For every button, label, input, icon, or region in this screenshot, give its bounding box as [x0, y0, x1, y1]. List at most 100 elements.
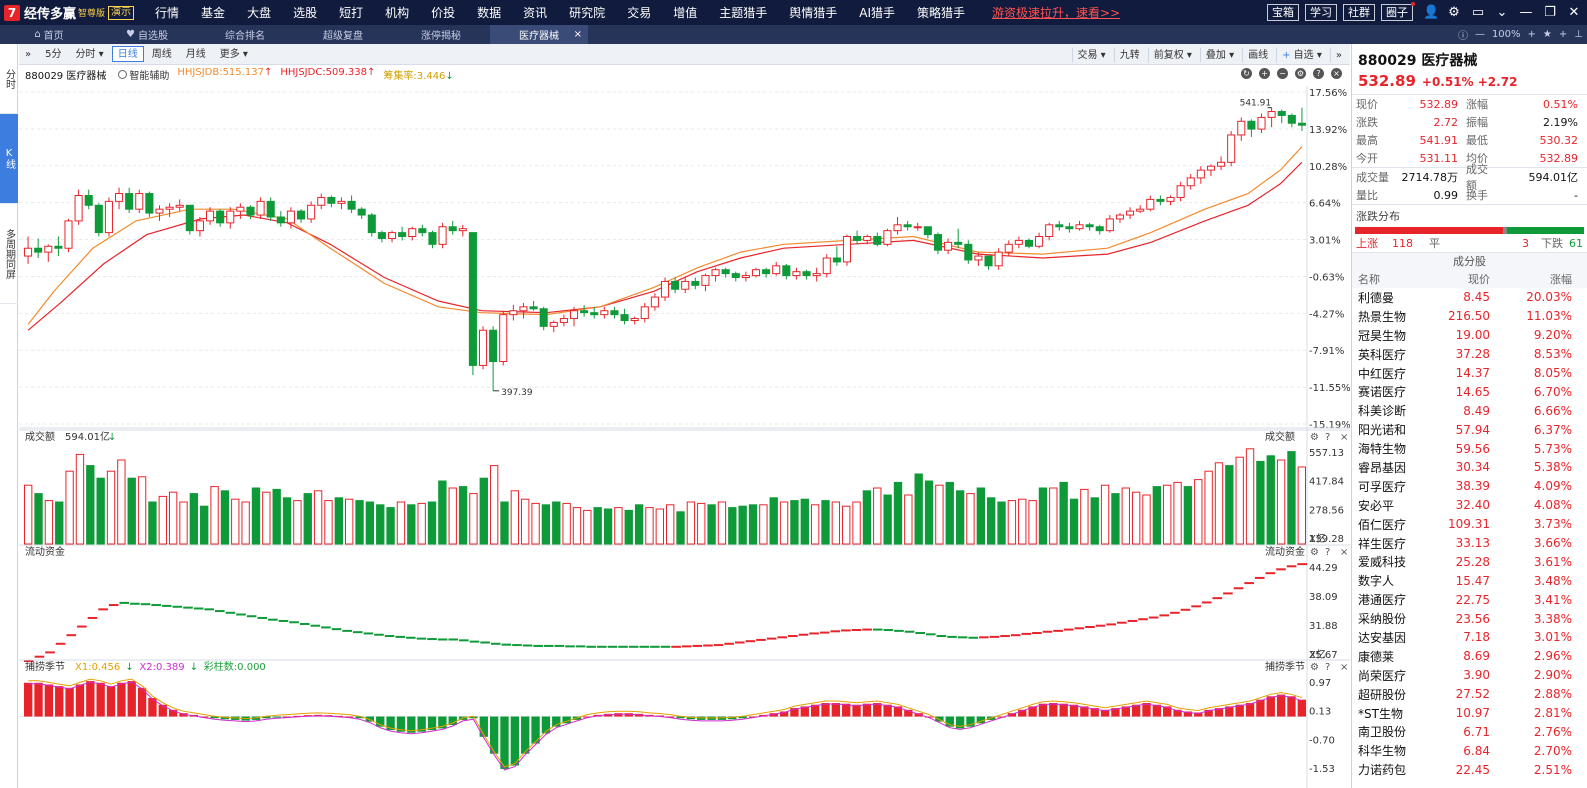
menu-item-9[interactable]: 研究院 [569, 6, 606, 20]
stock-row[interactable]: 中红医疗 14.37 8.05% [1352, 364, 1587, 383]
info-icon[interactable]: ⓘ [1457, 31, 1468, 42]
tab-4[interactable]: 涨停揭秘 [392, 25, 490, 44]
menu-item-4[interactable]: 短打 [339, 6, 364, 20]
top-button-0[interactable]: 宝箱 [1267, 4, 1299, 21]
help-icon[interactable]: ? [1313, 68, 1324, 79]
stock-row[interactable]: 睿昂基因 30.34 5.38% [1352, 458, 1587, 477]
stock-row[interactable]: 热景生物 216.50 11.03% [1352, 307, 1587, 326]
period-5[interactable]: 更多 ▾ [214, 46, 254, 62]
tool-2[interactable]: 前复权 ▾ [1147, 46, 1198, 63]
close-icon[interactable]: ✕ [1568, 5, 1580, 20]
star-icon[interactable]: ★ [1542, 29, 1552, 40]
stock-row[interactable]: 科美诊断 8.49 6.66% [1352, 401, 1587, 420]
help-icon[interactable]: ? [1325, 432, 1330, 443]
stock-row[interactable]: 南卫股份 6.71 2.76% [1352, 722, 1587, 741]
tool-1[interactable]: 九转 [1113, 46, 1146, 63]
pin-icon[interactable]: ⊥ [1574, 29, 1583, 40]
menu-item-8[interactable]: 资讯 [523, 6, 548, 20]
smart-assist-toggle[interactable]: 智能辅助 [118, 67, 169, 82]
col-change[interactable]: 涨幅 [1550, 273, 1572, 286]
close-panel-icon[interactable]: × [1331, 68, 1342, 79]
menu-item-3[interactable]: 选股 [293, 6, 318, 20]
stock-row[interactable]: 海特生物 59.56 5.73% [1352, 439, 1587, 458]
menu-item-10[interactable]: 交易 [627, 6, 652, 20]
expand-icon[interactable]: » [25, 49, 32, 60]
tool-4[interactable]: 画线 [1242, 46, 1274, 63]
zoom-out-icon[interactable]: — [1474, 29, 1485, 40]
stock-row[interactable]: 尚荣医疗 3.90 2.90% [1352, 666, 1587, 685]
promo-link[interactable]: 游资极速拉升，速看>> [992, 6, 1121, 20]
menu-item-12[interactable]: 主题猎手 [719, 6, 768, 20]
zoom-in-icon[interactable]: + [1527, 29, 1536, 40]
stock-row[interactable]: 利德曼 8.45 20.03% [1352, 288, 1587, 307]
restore-icon[interactable]: ❐ [1544, 5, 1556, 20]
stock-row[interactable]: 达安基因 7.18 3.01% [1352, 628, 1587, 647]
gear-icon[interactable]: ⚙ [1448, 5, 1460, 20]
close-panel-icon[interactable]: × [1340, 662, 1348, 673]
top-button-1[interactable]: 学习 [1305, 4, 1337, 21]
period-3[interactable]: 周线 [146, 46, 178, 62]
minimize-chevron-icon[interactable]: ⌄ [1496, 5, 1508, 20]
stock-row[interactable]: 科华生物 6.84 2.70% [1352, 741, 1587, 760]
minimize-icon[interactable]: — [1519, 5, 1533, 20]
stock-row[interactable]: 英科医疗 37.28 8.53% [1352, 345, 1587, 364]
left-tab-1[interactable]: K线 [0, 114, 18, 204]
stock-row[interactable]: 安必平 32.40 4.08% [1352, 496, 1587, 515]
gear-icon[interactable]: ⚙ [1310, 662, 1319, 673]
stock-row[interactable]: 港通医疗 22.75 3.41% [1352, 590, 1587, 609]
menu-item-1[interactable]: 基金 [201, 6, 226, 20]
menu-item-15[interactable]: 策略猎手 [917, 6, 966, 20]
top-button-2[interactable]: 社群 [1343, 4, 1375, 21]
close-panel-icon[interactable]: × [1340, 432, 1348, 443]
stock-row[interactable]: 采纳股份 23.56 3.38% [1352, 609, 1587, 628]
tab-1[interactable]: ♥ 自选股 [98, 25, 196, 44]
menu-item-6[interactable]: 价投 [431, 6, 456, 20]
stock-row[interactable]: 祥生医疗 33.13 3.66% [1352, 534, 1587, 553]
add-indicator-icon[interactable]: + [1259, 68, 1270, 79]
window-icon[interactable]: ▭ [1471, 5, 1485, 20]
close-panel-icon[interactable]: × [1340, 547, 1348, 558]
menu-item-13[interactable]: 舆情猎手 [789, 6, 838, 20]
tool-0[interactable]: 交易 ▾ [1071, 46, 1112, 63]
stock-row[interactable]: 康德莱 8.69 2.96% [1352, 647, 1587, 666]
left-tab-2[interactable]: 多周期同屏 [0, 204, 18, 304]
settings-icon[interactable]: ⚙ [1295, 68, 1306, 79]
user-icon[interactable]: 👤 [1423, 5, 1440, 20]
collapse-icon[interactable]: » [1329, 46, 1348, 63]
tab-0[interactable]: ⌂ 首页 [0, 25, 98, 44]
stock-row[interactable]: 超研股份 27.52 2.88% [1352, 685, 1587, 704]
stock-row[interactable]: 数字人 15.47 3.48% [1352, 571, 1587, 590]
period-0[interactable]: 5分 [39, 46, 67, 62]
tab-3[interactable]: 超级复盘 [294, 25, 392, 44]
period-4[interactable]: 月线 [180, 46, 212, 62]
menu-item-2[interactable]: 大盘 [247, 6, 272, 20]
stock-row[interactable]: 佰仁医疗 109.31 3.73% [1352, 515, 1587, 534]
col-name[interactable]: 名称 [1358, 273, 1380, 286]
stock-row[interactable]: 力诺药包 22.45 2.51% [1352, 760, 1587, 779]
help-icon[interactable]: ? [1325, 662, 1330, 673]
period-1[interactable]: 分时 ▾ [70, 46, 110, 62]
refresh-icon[interactable]: ↻ [1241, 68, 1252, 79]
stock-row[interactable]: 阳光诺和 57.94 6.37% [1352, 420, 1587, 439]
menu-item-11[interactable]: 增值 [673, 6, 698, 20]
period-2[interactable]: 日线 [111, 46, 144, 62]
menu-item-14[interactable]: AI猎手 [859, 6, 895, 20]
menu-item-5[interactable]: 机构 [385, 6, 410, 20]
help-icon[interactable]: ? [1325, 547, 1330, 558]
stock-row[interactable]: 赛诺医疗 14.65 6.70% [1352, 382, 1587, 401]
top-button-3[interactable]: 圈子 [1381, 2, 1415, 21]
stock-row[interactable]: 冠昊生物 19.00 9.20% [1352, 326, 1587, 345]
stock-row[interactable]: *ST生物 10.97 2.81% [1352, 704, 1587, 723]
menu-item-0[interactable]: 行情 [155, 6, 180, 20]
menu-item-7[interactable]: 数据 [477, 6, 502, 20]
gear-icon[interactable]: ⚙ [1310, 547, 1319, 558]
stock-row[interactable]: 可孚医疗 38.39 4.09% [1352, 477, 1587, 496]
tool-5[interactable]: + 自选 ▾ [1276, 46, 1328, 63]
add-icon[interactable]: + [1558, 29, 1568, 40]
gear-icon[interactable]: ⚙ [1310, 432, 1319, 443]
col-price[interactable]: 现价 [1468, 273, 1490, 286]
tab-2[interactable]: 综合排名 [196, 25, 294, 44]
stock-row[interactable]: 爱威科技 25.28 3.61% [1352, 552, 1587, 571]
remove-indicator-icon[interactable]: − [1277, 68, 1288, 79]
tab-5[interactable]: 医疗器械 × [490, 25, 588, 44]
